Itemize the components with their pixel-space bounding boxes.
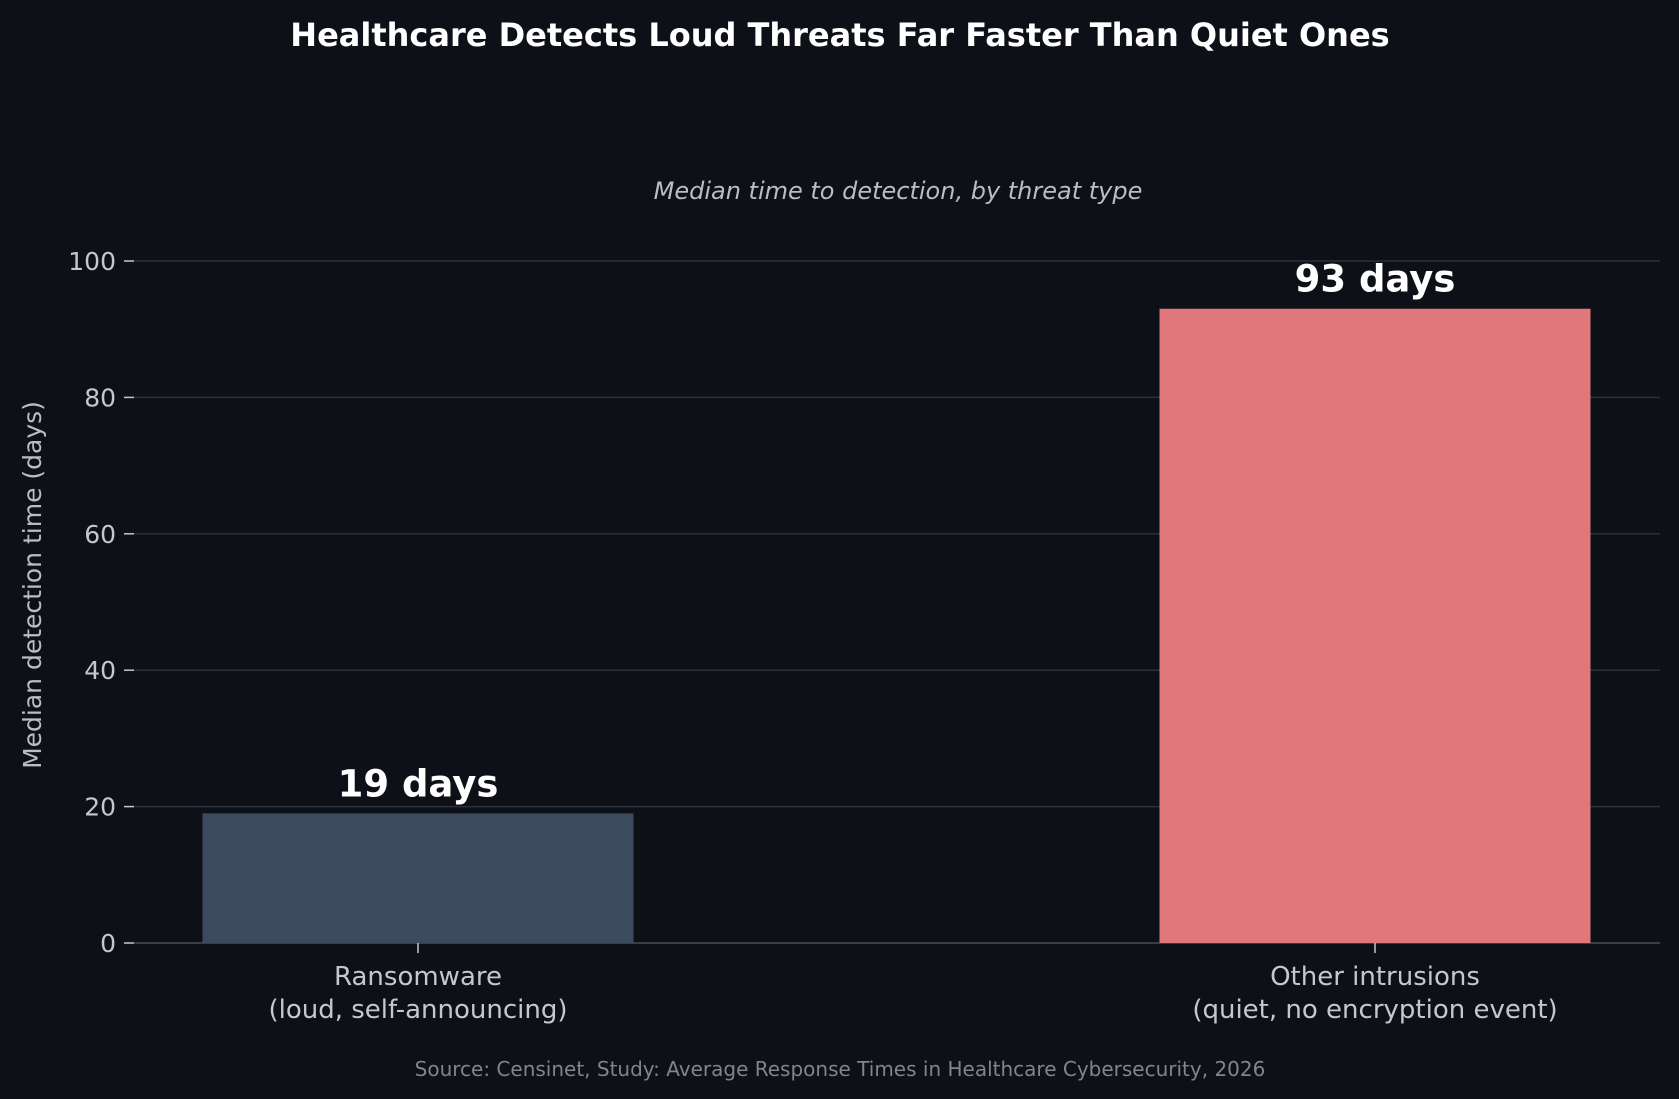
- bars: 19 days 93 days: [202, 258, 1591, 943]
- bar: [1159, 308, 1591, 943]
- y-tick-label: 40: [84, 656, 116, 685]
- x-tick-label: (quiet, no encryption event): [1192, 995, 1557, 1025]
- bar: [202, 813, 634, 943]
- y-axis-ticks: 0 20 40 60 80 100: [68, 247, 134, 958]
- bar-value-label: 19 days: [338, 762, 499, 805]
- y-tick-label: 60: [84, 520, 116, 549]
- y-tick-label: 100: [68, 247, 116, 276]
- x-tick-label: Other intrusions: [1270, 962, 1480, 992]
- source-note: Source: Censinet, Study: Average Respons…: [415, 1057, 1266, 1081]
- chart-subtitle: Median time to detection, by threat type: [654, 177, 1143, 205]
- y-axis-label: Median detection time (days): [18, 401, 47, 769]
- x-axis-ticks: Ransomware(loud, self-announcing) Other i…: [268, 943, 1558, 1025]
- bar-value-label: 93 days: [1295, 258, 1456, 301]
- y-tick-label: 20: [84, 793, 116, 822]
- y-tick-label: 80: [84, 383, 116, 412]
- y-tick-label: 0: [100, 929, 116, 958]
- x-tick-label: (loud, self-announcing): [268, 995, 567, 1025]
- x-tick-label: Ransomware: [334, 962, 502, 992]
- chart-title: Healthcare Detects Loud Threats Far Fast…: [290, 16, 1389, 54]
